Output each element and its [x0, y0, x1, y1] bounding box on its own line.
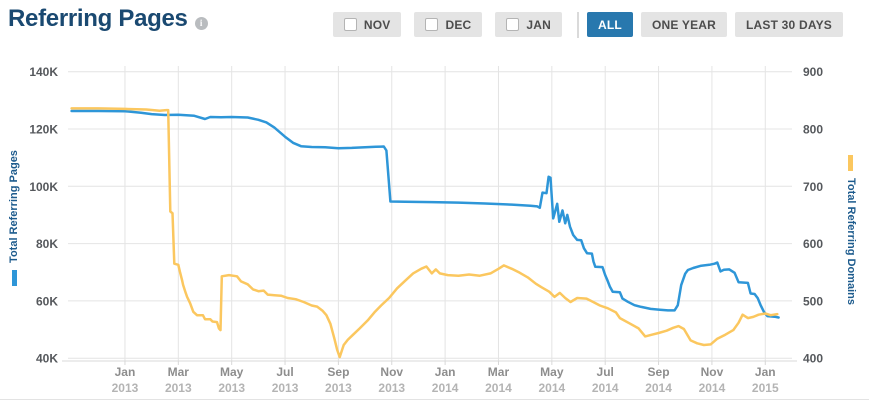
x-axis-year-label: 2014 — [432, 381, 459, 395]
left-axis-title: Total Referring Pages — [6, 133, 22, 303]
x-axis-year-label: 2013 — [378, 381, 405, 395]
range-one-year-button[interactable]: ONE YEAR — [640, 12, 728, 37]
chart-header: Referring Pages i — [8, 2, 208, 36]
x-axis-year-label: 2013 — [272, 381, 299, 395]
x-axis-year-label: 2014 — [485, 381, 512, 395]
right-axis-tick-label: 700 — [803, 180, 823, 194]
chart-area: 140K 900 120K 800 100K 700 80K 600 60K 500 40K 400 J… — [0, 46, 869, 400]
x-axis-month-label: Sep — [648, 365, 670, 379]
right-axis-tick-label: 900 — [803, 65, 823, 79]
right-axis-tick-label: 400 — [803, 352, 823, 366]
x-axis-year-label: 2014 — [592, 381, 619, 395]
dec-checkbox[interactable] — [425, 18, 439, 31]
x-axis-month-label: Nov — [701, 365, 724, 379]
toggle-nov-button[interactable]: NOV — [332, 12, 402, 37]
left-axis-tick-label: 100K — [29, 180, 58, 194]
series-line-total-referring-domains — [70, 107, 779, 359]
x-axis-year-label: 2014 — [538, 381, 565, 395]
right-axis-tick-label: 600 — [803, 237, 823, 251]
x-axis-month-label: Mar — [488, 365, 510, 379]
controls-divider — [577, 11, 580, 38]
pages-legend-swatch — [11, 269, 17, 286]
left-axis-tick-label: 140K — [29, 65, 58, 79]
toggle-jan-button[interactable]: JAN — [495, 12, 563, 37]
line-chart: 140K 900 120K 800 100K 700 80K 600 60K 500 40K 400 J… — [29, 65, 823, 395]
x-axis-year-label: 2014 — [645, 381, 672, 395]
toggle-nov-label: NOV — [363, 17, 391, 32]
x-axis-month-label: Nov — [380, 365, 403, 379]
left-axis-tick-label: 80K — [36, 237, 58, 251]
right-axis-tick-label: 500 — [803, 294, 823, 308]
x-axis-year-label: 2013 — [218, 381, 245, 395]
jan-checkbox[interactable] — [506, 18, 520, 31]
nov-checkbox[interactable] — [343, 18, 357, 31]
range-last-30-days-button[interactable]: LAST 30 DAYS — [735, 12, 843, 37]
chart-controls: NOV DEC JAN ALL ONE YEAR LAST 30 DAYS — [332, 11, 843, 38]
x-axis-month-label: May — [220, 365, 244, 379]
left-axis-title-label: Total Referring Pages — [8, 150, 20, 263]
right-axis-tick-label: 800 — [803, 123, 823, 137]
left-axis-tick-label: 40K — [36, 352, 58, 366]
x-axis-year-label: 2013 — [165, 381, 192, 395]
toggle-dec-label: DEC — [445, 17, 472, 32]
x-axis-year-label: 2014 — [699, 381, 726, 395]
x-axis-month-label: Jan — [115, 365, 136, 379]
page-title: Referring Pages — [8, 5, 188, 32]
x-axis-month-label: May — [540, 365, 564, 379]
toggle-jan-label: JAN — [526, 17, 552, 32]
x-axis-year-label: 2015 — [752, 381, 779, 395]
x-axis-month-label: Jan — [755, 365, 776, 379]
x-axis-year-label: 2013 — [325, 381, 352, 395]
x-axis-month-label: Jan — [435, 365, 456, 379]
x-axis-month-label: Jul — [276, 365, 293, 379]
x-axis-year-label: 2013 — [112, 381, 139, 395]
series-line-total-referring-pages — [70, 109, 780, 319]
x-axis-month-label: Sep — [327, 365, 349, 379]
right-axis-title: Total Referring Domains — [843, 145, 859, 315]
info-icon[interactable]: i — [194, 16, 208, 30]
domains-legend-swatch — [848, 155, 854, 172]
left-axis-tick-label: 60K — [36, 294, 58, 308]
left-axis-tick-label: 120K — [29, 123, 58, 137]
x-axis-month-label: Mar — [168, 365, 190, 379]
right-axis-title-label: Total Referring Domains — [845, 178, 857, 305]
x-axis-month-label: Jul — [597, 365, 614, 379]
range-all-button[interactable]: ALL — [587, 12, 633, 37]
toggle-dec-button[interactable]: DEC — [414, 12, 483, 37]
